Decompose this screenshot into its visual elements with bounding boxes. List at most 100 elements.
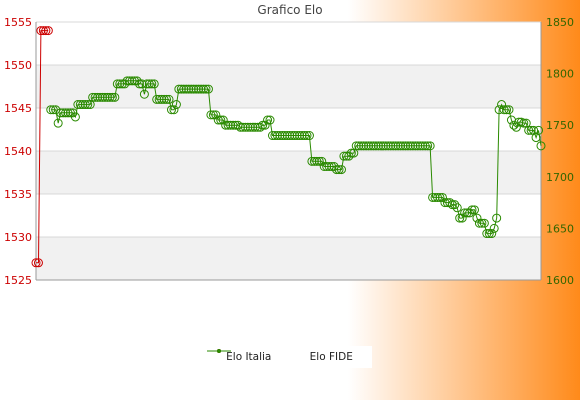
data-point-elo-fide [494, 105, 504, 115]
data-point-elo-fide [322, 161, 332, 171]
data-point-elo-fide [477, 218, 487, 228]
data-point-elo-fide [324, 161, 334, 171]
data-point-elo-fide [218, 115, 228, 125]
data-point-elo-fide [460, 208, 470, 218]
data-point-elo-italia [31, 258, 41, 268]
data-point-elo-fide [75, 100, 85, 110]
data-point-elo-italia [43, 26, 53, 36]
y-left-tick-label: 1525 [4, 274, 32, 287]
data-point-elo-fide [149, 79, 159, 89]
y-left-tick-label: 1545 [4, 102, 32, 115]
data-point-elo-fide [420, 141, 430, 151]
data-point-elo-fide [410, 141, 420, 151]
data-point-elo-fide [341, 151, 351, 161]
data-point-elo-fide [403, 141, 413, 151]
y-left-tick-label: 1530 [4, 231, 32, 244]
data-point-elo-fide [127, 76, 137, 86]
y-right-tick-label: 1650 [546, 222, 574, 235]
data-point-elo-fide [366, 141, 376, 151]
data-point-elo-fide [211, 110, 221, 120]
data-point-elo-fide [171, 100, 181, 110]
data-point-elo-fide [176, 84, 186, 94]
data-point-elo-fide [63, 108, 73, 118]
data-point-elo-fide [346, 148, 356, 158]
data-point-elo-fide [48, 105, 58, 115]
data-point-elo-fide [206, 110, 216, 120]
data-point-elo-fide [226, 120, 236, 130]
data-point-elo-fide [356, 141, 366, 151]
data-point-elo-italia [38, 26, 48, 36]
data-point-elo-fide [159, 94, 169, 104]
data-point-elo-fide [312, 156, 322, 166]
data-point-elo-fide [519, 118, 529, 128]
data-point-elo-fide [272, 131, 282, 141]
data-point-elo-fide [120, 79, 130, 89]
data-point-elo-fide [280, 131, 290, 141]
data-point-elo-fide [504, 105, 514, 115]
data-point-elo-fide [359, 141, 369, 151]
data-point-elo-fide [499, 105, 509, 115]
data-point-elo-fide [260, 120, 270, 130]
data-point-elo-fide [314, 156, 324, 166]
data-point-elo-fide [304, 131, 314, 141]
y-right-tick-label: 1700 [546, 171, 574, 184]
data-point-elo-fide [364, 141, 374, 151]
data-point-elo-fide [423, 141, 433, 151]
data-point-elo-fide [275, 131, 285, 141]
data-point-elo-fide [203, 84, 213, 94]
data-point-elo-fide [139, 89, 149, 99]
data-point-elo-fide [497, 100, 507, 110]
legend-fide-label: Elo FIDE [309, 351, 353, 363]
y-left-tick-label: 1535 [4, 188, 32, 201]
data-point-elo-fide [536, 141, 546, 151]
data-point-elo-fide [393, 141, 403, 151]
legend-fide-marker [207, 349, 231, 353]
data-point-elo-fide [213, 115, 223, 125]
y-left-tick-label: 1550 [4, 59, 32, 72]
data-point-elo-fide [115, 79, 125, 89]
data-point-elo-fide [467, 205, 477, 215]
data-point-elo-fide [465, 208, 475, 218]
data-point-elo-fide [157, 94, 167, 104]
data-point-elo-fide [102, 92, 112, 102]
data-point-elo-fide [122, 76, 132, 86]
data-point-elo-fide [287, 131, 297, 141]
data-point-elo-fide [430, 192, 440, 202]
data-point-elo-fide [474, 218, 484, 228]
data-point-elo-fide [255, 122, 265, 132]
data-point-elo-fide [179, 84, 189, 94]
data-point-elo-fide [428, 192, 438, 202]
data-point-elo-fide [524, 125, 534, 135]
y-right-tick-label: 1800 [546, 68, 574, 81]
data-point-elo-fide [147, 79, 157, 89]
data-point-elo-fide [184, 84, 194, 94]
chart-legend: Elo Italia Elo FIDE [207, 346, 372, 368]
data-point-elo-fide [290, 131, 300, 141]
y-left-tick-label: 1540 [4, 145, 32, 158]
data-point-elo-fide [216, 115, 226, 125]
data-point-elo-fide [487, 229, 497, 239]
data-point-elo-fide [98, 92, 108, 102]
data-point-elo-fide [235, 122, 245, 132]
data-point-elo-fide [208, 110, 218, 120]
data-point-elo-fide [509, 120, 519, 130]
data-point-elo-fide [263, 115, 273, 125]
data-point-elo-fide [164, 94, 174, 104]
data-point-elo-fide [70, 112, 80, 122]
data-point-elo-fide [361, 141, 371, 151]
data-point-elo-fide [391, 141, 401, 151]
data-point-elo-fide [88, 92, 98, 102]
data-point-elo-fide [282, 131, 292, 141]
data-point-elo-fide [307, 156, 317, 166]
data-point-elo-fide [105, 92, 115, 102]
data-point-elo-fide [110, 92, 120, 102]
data-point-elo-fide [469, 205, 479, 215]
data-point-elo-fide [223, 120, 233, 130]
data-point-elo-fide [526, 125, 536, 135]
data-point-elo-fide [317, 156, 327, 166]
data-point-elo-fide [56, 108, 66, 118]
data-point-elo-fide [292, 131, 302, 141]
data-point-elo-fide [240, 122, 250, 132]
data-point-elo-fide [134, 79, 144, 89]
